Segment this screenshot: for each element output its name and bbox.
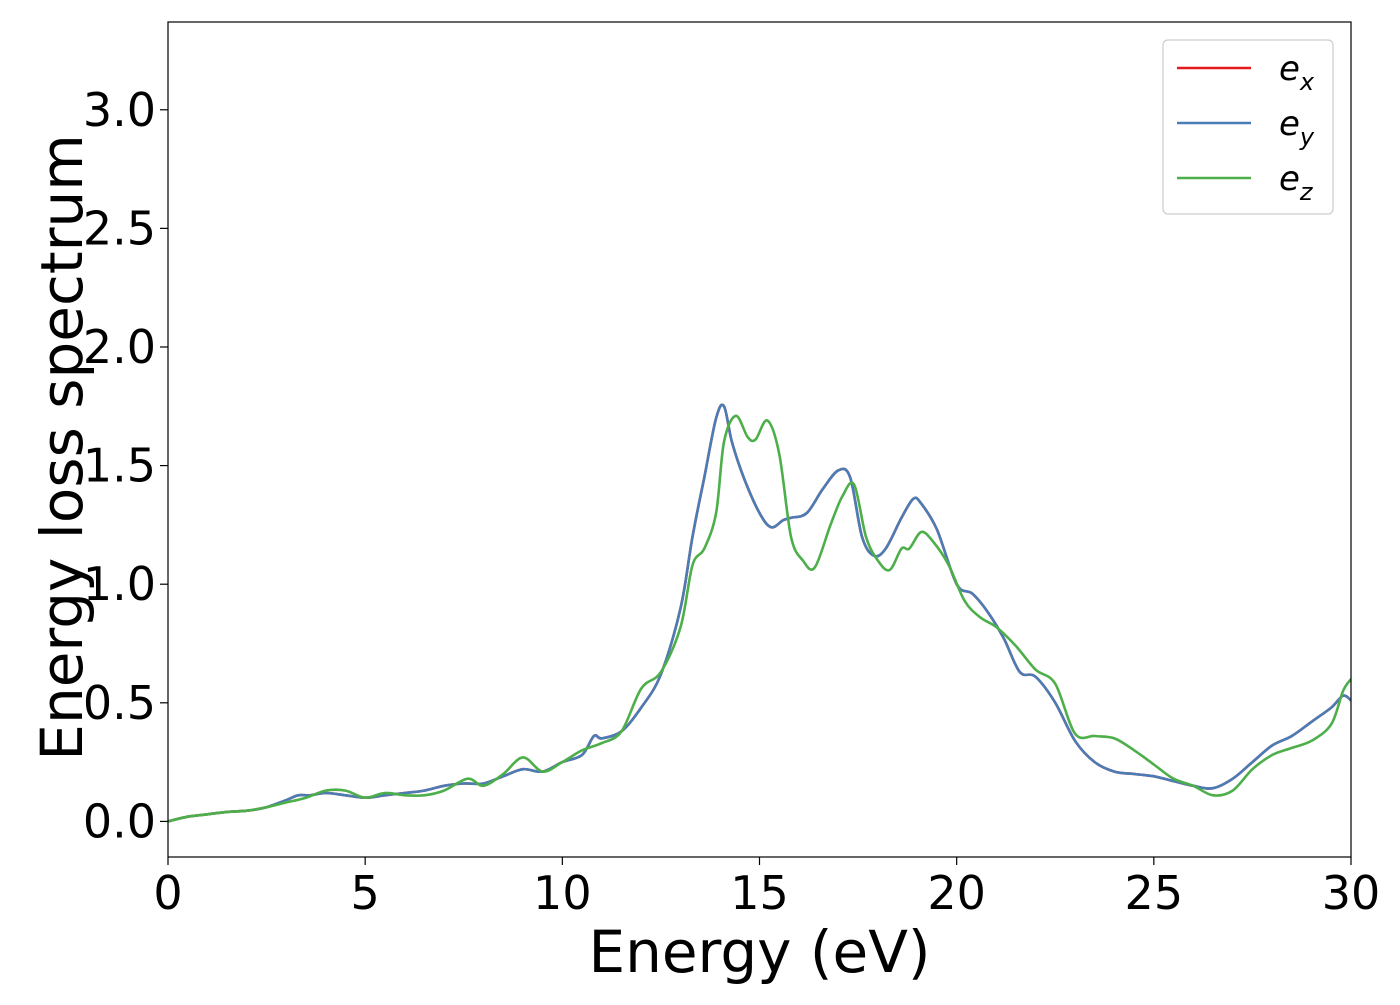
x-tick-label: 20 [927,866,986,920]
legend-label-x: ex [1279,49,1315,96]
y-tick-label: 0.5 [83,676,156,730]
y-axis: 0.0 0.5 1.0 1.5 2.0 2.5 3.0 [83,83,168,848]
series-line-x [168,403,1351,823]
x-tick-label: 15 [730,866,789,920]
x-tick-label: 10 [533,866,592,920]
y-tick-label: 3.0 [83,83,156,137]
legend-box [1162,39,1334,215]
x-axis-title: Energy (eV) [588,918,930,986]
y-tick-label: 2.0 [83,320,156,374]
x-tick-label: 25 [1125,866,1184,920]
y-tick-label: 2.5 [83,201,156,255]
y-tick-label: 1.0 [83,557,156,611]
x-tick-label: 0 [153,866,182,920]
x-tick-label: 30 [1322,866,1381,920]
x-tick-label: 5 [351,866,380,920]
y-tick-label: 0.0 [83,794,156,848]
y-tick-label: 1.5 [83,439,156,493]
series-line-y [168,403,1351,823]
y-axis-title: Energy loss spectrum [28,134,96,760]
series-line-z [168,414,1351,823]
x-axis: 0 5 10 15 20 25 30 [153,857,1380,920]
series-group [168,403,1351,823]
